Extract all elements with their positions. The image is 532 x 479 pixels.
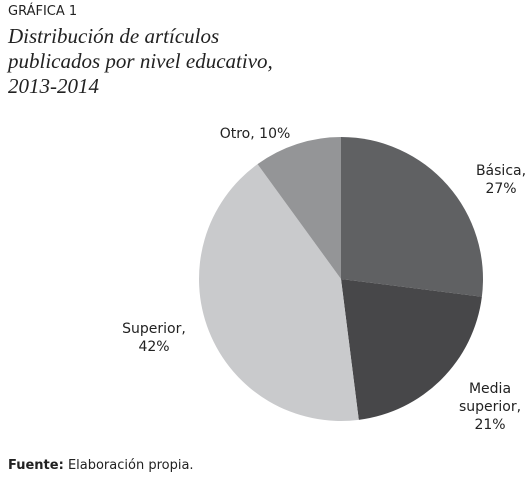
slice-label: Básica, 27%	[470, 162, 532, 198]
pie-slice	[199, 164, 359, 422]
category-label: Superior,	[122, 321, 186, 337]
category-label: Otro,	[219, 126, 255, 142]
slice-label: Otro, 10%	[205, 125, 305, 143]
source: Fuente: Elaboración propia.	[8, 458, 194, 473]
value-label: 42%	[138, 339, 170, 355]
pie-slice	[341, 279, 482, 420]
value-label: 27%	[485, 181, 517, 197]
source-label: Fuente:	[8, 458, 64, 473]
category-label: Básica,	[475, 163, 527, 179]
pie-slice	[341, 137, 483, 297]
source-text: Elaboración propia.	[67, 458, 194, 473]
category-label: Media superior,	[458, 381, 522, 415]
figure-label: GRÁFICA 1	[8, 4, 78, 19]
value-label: 21%	[474, 417, 506, 433]
pie-slice	[257, 137, 341, 279]
slice-label: Media superior, 21%	[452, 380, 528, 434]
chart-title: Distribución de artículos publicados por…	[8, 24, 273, 98]
slice-label: Superior, 42%	[118, 320, 190, 356]
value-label: 10%	[259, 126, 291, 142]
